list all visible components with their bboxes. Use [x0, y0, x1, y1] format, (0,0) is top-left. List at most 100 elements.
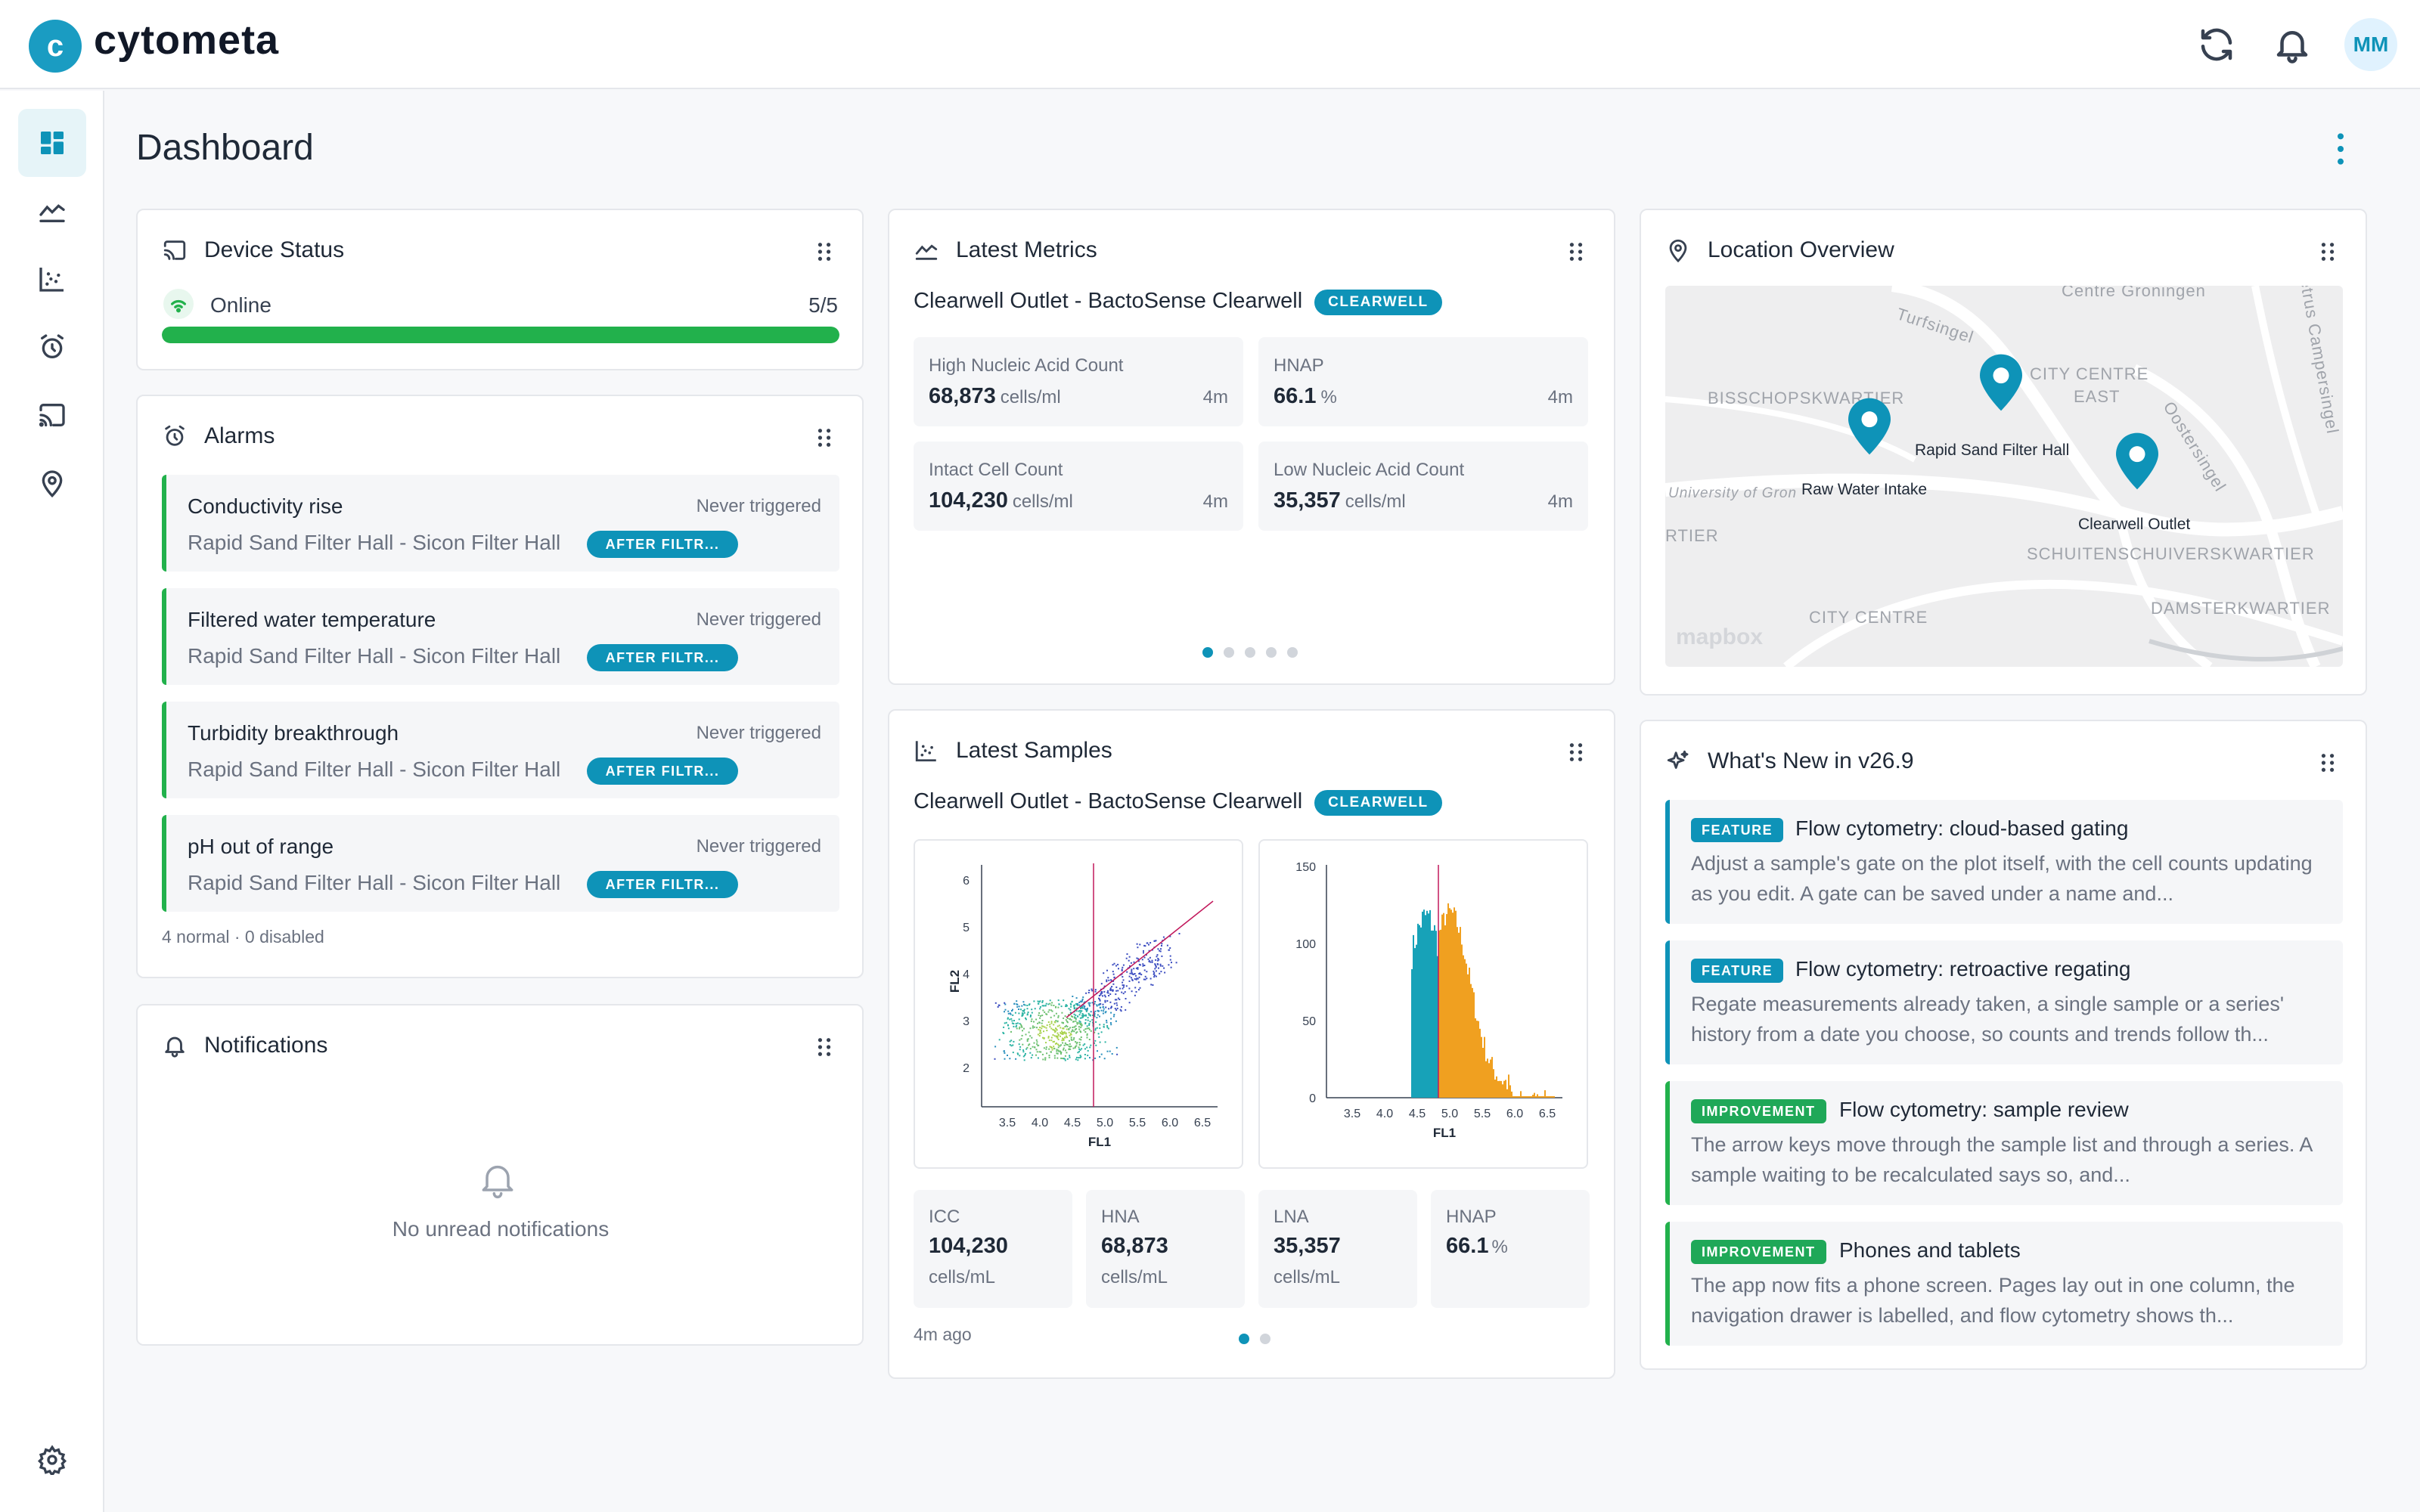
- carousel-dots[interactable]: [1239, 1334, 1281, 1346]
- alarm-item[interactable]: Turbidity breakthrough Never triggered R…: [162, 702, 839, 798]
- scatter-point: [1125, 1009, 1127, 1011]
- scatter-point: [1113, 1014, 1115, 1016]
- alarm-item[interactable]: Conductivity rise Never triggered Rapid …: [162, 475, 839, 572]
- scatter-point: [1110, 979, 1112, 981]
- scatter-point: [1025, 1018, 1027, 1021]
- avatar[interactable]: MM: [2344, 18, 2397, 71]
- scatter-point: [1068, 1031, 1070, 1033]
- scatter-point: [1105, 1011, 1107, 1013]
- scatter-point: [1099, 998, 1101, 1000]
- map-marker-icon[interactable]: [1980, 354, 2022, 411]
- carousel-dot[interactable]: [1239, 1334, 1249, 1344]
- histogram-plot[interactable]: 3.5 4.0 4.5 5.0 5.5 6.0 6.5 0 50 100 150 FL1: [1258, 839, 1588, 1169]
- sidebar-item-settings[interactable]: [18, 1426, 86, 1494]
- sidebar-item-alarms[interactable]: [18, 313, 86, 381]
- map-marker-icon[interactable]: [2116, 432, 2158, 490]
- sidebar-item-scatter[interactable]: [18, 245, 86, 313]
- scatter-point: [1100, 1031, 1103, 1033]
- location-map[interactable]: Centre Groningen Turfsingel CITY CENTRE …: [1665, 286, 2343, 667]
- scatter-point: [1012, 1009, 1013, 1011]
- scatter-point: [1061, 1033, 1063, 1035]
- drag-handle-icon[interactable]: [2320, 242, 2335, 262]
- card-title: What's New in v26.9: [1708, 748, 1914, 773]
- drag-handle-icon[interactable]: [817, 242, 832, 262]
- news-item[interactable]: IMPROVEMENT Phones and tablets The app n…: [1665, 1222, 2343, 1346]
- news-item[interactable]: IMPROVEMENT Flow cytometry: sample revie…: [1665, 1081, 2343, 1205]
- carousel-dot[interactable]: [1202, 647, 1213, 658]
- alarm-item[interactable]: pH out of range Never triggered Rapid Sa…: [162, 815, 839, 912]
- scatter-point: [1079, 1017, 1081, 1019]
- drag-handle-icon[interactable]: [1568, 742, 1584, 762]
- drag-handle-icon[interactable]: [2320, 753, 2335, 773]
- scatter-point: [1103, 994, 1106, 996]
- line-chart-icon: [915, 244, 938, 260]
- scatter-point: [1102, 1012, 1104, 1015]
- sidebar-item-devices[interactable]: [18, 381, 86, 449]
- scatter-point: [1026, 1008, 1028, 1010]
- sidebar-item-trends[interactable]: [18, 177, 86, 245]
- scatter-point: [1134, 978, 1136, 980]
- scatter-point: [1026, 1014, 1028, 1016]
- scatter-point: [1084, 1008, 1086, 1010]
- sidebar-item-locations[interactable]: [18, 449, 86, 517]
- x-tick-label: 6.5: [1539, 1108, 1556, 1120]
- news-body: Adjust a sample's gate on the plot itsel…: [1691, 852, 2313, 905]
- metric-tile[interactable]: Intact Cell Count 104,230 cells/ml 4m: [914, 442, 1243, 531]
- scatter-point: [1158, 967, 1159, 969]
- scatter-point: [1075, 1010, 1078, 1012]
- refresh-icon[interactable]: [2196, 24, 2237, 65]
- scatter-point: [1034, 1026, 1036, 1028]
- histogram-bar: [1512, 1096, 1514, 1098]
- more-vertical-icon[interactable]: [2329, 130, 2352, 168]
- scatter-point: [1099, 999, 1101, 1002]
- news-item[interactable]: FEATURE Flow cytometry: retroactive rega…: [1665, 940, 2343, 1064]
- drag-handle-icon[interactable]: [817, 1037, 832, 1057]
- scatter-point: [1037, 1033, 1039, 1036]
- metric-tile[interactable]: HNAP 66.1% 4m: [1258, 337, 1588, 426]
- map-marker-icon[interactable]: [1848, 398, 1891, 455]
- news-item[interactable]: FEATURE Flow cytometry: cloud-based gati…: [1665, 800, 2343, 924]
- scatter-point: [1039, 1030, 1041, 1032]
- metric-tile[interactable]: High Nucleic Acid Count 68,873 cells/ml 4…: [914, 337, 1243, 426]
- alarm-item[interactable]: Filtered water temperature Never trigger…: [162, 588, 839, 685]
- scatter-point: [1020, 1038, 1022, 1040]
- metric-tile[interactable]: Low Nucleic Acid Count 35,357 cells/ml 4m: [1258, 442, 1588, 531]
- scatter-point: [1043, 1005, 1045, 1007]
- card-title: Device Status: [204, 237, 345, 262]
- carousel-dot[interactable]: [1287, 647, 1298, 658]
- scatter-point: [1131, 990, 1133, 993]
- x-tick-label: 5.0: [1441, 1108, 1458, 1120]
- scatter-point: [1046, 1052, 1048, 1055]
- mapbox-attribution[interactable]: mapbox: [1676, 624, 1764, 649]
- app-name[interactable]: cytometa: [94, 17, 280, 63]
- histogram-bar: [1440, 929, 1441, 1098]
- carousel-dot[interactable]: [1224, 647, 1234, 658]
- scatter-point: [1032, 1025, 1034, 1027]
- scatter-point: [1069, 1048, 1072, 1050]
- scatter-point: [1141, 959, 1143, 961]
- scatter-point: [1090, 1030, 1092, 1032]
- carousel-dots[interactable]: [1202, 647, 1308, 659]
- alarm-status: Never triggered: [696, 496, 821, 516]
- scatter-point: [1112, 990, 1114, 992]
- bell-icon[interactable]: [2272, 24, 2313, 65]
- scatter-point: [1116, 1004, 1118, 1006]
- sidebar-item-dashboard[interactable]: [18, 109, 86, 177]
- carousel-dot[interactable]: [1266, 647, 1277, 658]
- carousel-dot[interactable]: [1260, 1334, 1270, 1344]
- scatter-point: [1060, 1044, 1062, 1046]
- scatter-point: [1022, 1013, 1024, 1015]
- logo-icon[interactable]: c: [29, 20, 82, 73]
- drag-handle-icon[interactable]: [1568, 242, 1584, 262]
- scatter-point: [1049, 1024, 1051, 1026]
- drag-handle-icon[interactable]: [817, 428, 832, 448]
- scatter-point: [1045, 1027, 1047, 1029]
- scatter-point: [1112, 983, 1115, 985]
- carousel-dot[interactable]: [1245, 647, 1255, 658]
- histogram-bar: [1491, 1057, 1493, 1098]
- scatter-plot[interactable]: 3.5 4.0 4.5 5.0 5.5 6.0 6.5 2 3 4 5 6 FL1 FL2: [914, 839, 1243, 1169]
- scatter-point: [1018, 1009, 1019, 1010]
- scatter-point: [1115, 1046, 1118, 1049]
- scatter-point: [1048, 1055, 1050, 1057]
- scatter-point: [1098, 995, 1100, 996]
